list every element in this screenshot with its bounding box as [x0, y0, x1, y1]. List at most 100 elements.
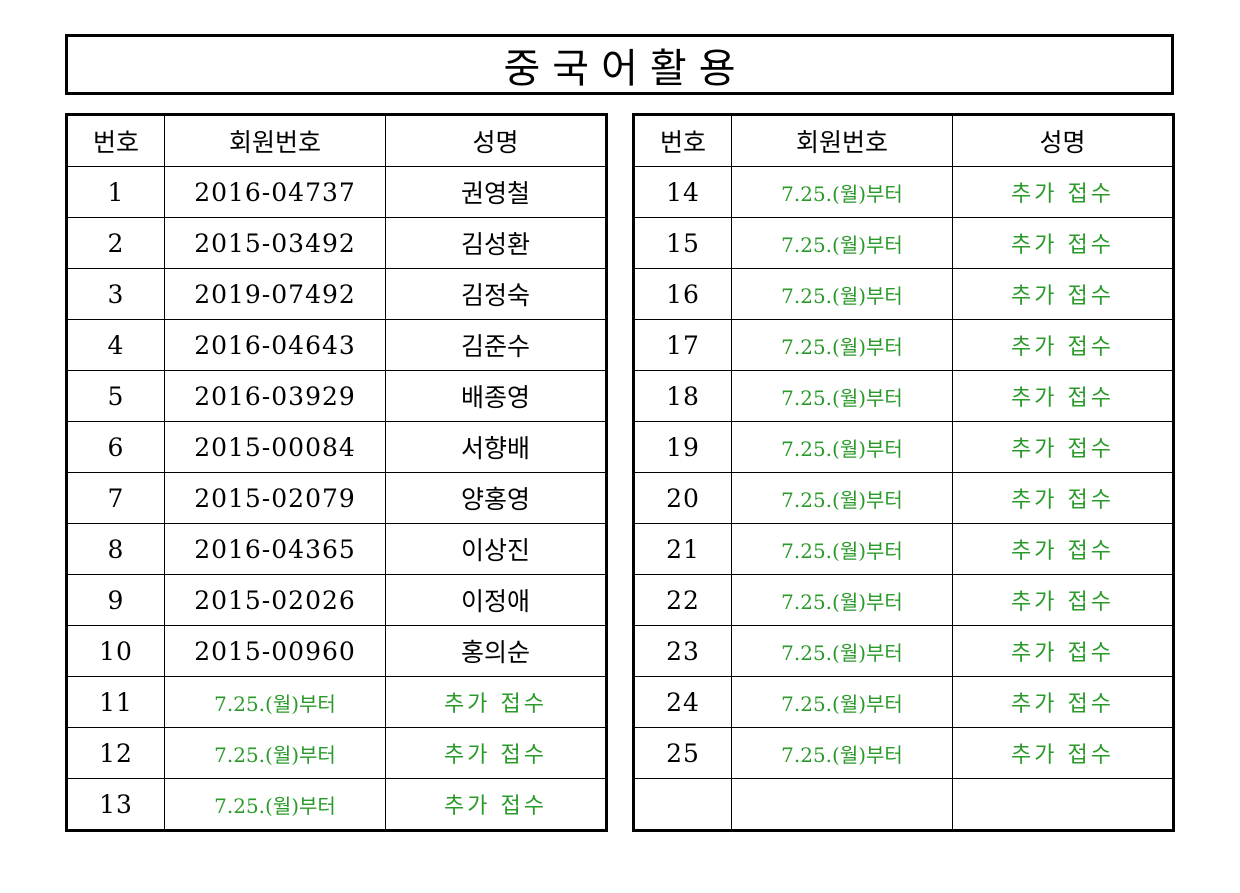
row-member-id: 7.25.(월)부터 [731, 523, 953, 575]
row-member-id: 7.25.(월)부터 [731, 217, 953, 269]
row-number: 25 [633, 727, 732, 779]
row-number: 20 [633, 472, 732, 524]
header-name: 성명 [952, 114, 1174, 167]
row-number: 3 [66, 268, 165, 320]
row-name: 추가 접수 [952, 370, 1174, 422]
header-number: 번호 [633, 114, 732, 167]
table-row: 23 7.25.(월)부터 추가 접수 [633, 625, 1174, 677]
row-number: 13 [66, 778, 165, 831]
row-number: 19 [633, 421, 732, 473]
row-name: 김정숙 [385, 268, 607, 320]
table-row: 20 7.25.(월)부터 추가 접수 [633, 472, 1174, 524]
row-member-id: 2016-04737 [164, 166, 386, 218]
row-member-id [731, 778, 953, 831]
row-number: 2 [66, 217, 165, 269]
row-member-id: 7.25.(월)부터 [731, 319, 953, 371]
header-member-id: 회원번호 [164, 114, 386, 167]
table-row: 11 7.25.(월)부터 추가 접수 [66, 676, 607, 728]
table-row: 15 7.25.(월)부터 추가 접수 [633, 217, 1174, 269]
table-row: 14 7.25.(월)부터 추가 접수 [633, 166, 1174, 218]
row-member-id: 2016-03929 [164, 370, 386, 422]
row-number: 14 [633, 166, 732, 218]
row-member-id: 2016-04643 [164, 319, 386, 371]
table-row: 18 7.25.(월)부터 추가 접수 [633, 370, 1174, 422]
row-name: 추가 접수 [385, 676, 607, 728]
row-member-id: 7.25.(월)부터 [731, 421, 953, 473]
header-row: 번호 회원번호 성명 [66, 114, 607, 167]
row-name: 추가 접수 [952, 523, 1174, 575]
table-row: 4 2016-04643 김준수 [66, 319, 607, 371]
table-row: 7 2015-02079 양홍영 [66, 472, 607, 524]
row-number: 15 [633, 217, 732, 269]
table-row: 19 7.25.(월)부터 추가 접수 [633, 421, 1174, 473]
row-member-id: 7.25.(월)부터 [731, 625, 953, 677]
table-row: 17 7.25.(월)부터 추가 접수 [633, 319, 1174, 371]
header-name: 성명 [385, 114, 607, 167]
row-number: 22 [633, 574, 732, 626]
table-row: 22 7.25.(월)부터 추가 접수 [633, 574, 1174, 626]
row-name: 추가 접수 [952, 319, 1174, 371]
page-title-box: 중국어활용 [65, 34, 1174, 95]
roster-table-right: 번호 회원번호 성명 14 7.25.(월)부터 추가 접수 15 7.25.(월)부터… [632, 113, 1175, 832]
row-name: 이상진 [385, 523, 607, 575]
row-number: 5 [66, 370, 165, 422]
row-member-id: 7.25.(월)부터 [731, 574, 953, 626]
row-name: 추가 접수 [952, 472, 1174, 524]
row-number: 4 [66, 319, 165, 371]
row-member-id: 7.25.(월)부터 [731, 268, 953, 320]
row-name: 김성환 [385, 217, 607, 269]
row-name: 추가 접수 [952, 574, 1174, 626]
table-row: 8 2016-04365 이상진 [66, 523, 607, 575]
row-number: 9 [66, 574, 165, 626]
row-name: 김준수 [385, 319, 607, 371]
row-name: 권영철 [385, 166, 607, 218]
row-name: 추가 접수 [385, 727, 607, 779]
row-member-id: 2015-02026 [164, 574, 386, 626]
row-name [952, 778, 1174, 831]
row-number: 21 [633, 523, 732, 575]
row-member-id: 2015-00084 [164, 421, 386, 473]
table-row [633, 778, 1174, 831]
row-member-id: 7.25.(월)부터 [731, 166, 953, 218]
header-member-id: 회원번호 [731, 114, 953, 167]
table-row: 12 7.25.(월)부터 추가 접수 [66, 727, 607, 779]
row-name: 추가 접수 [952, 676, 1174, 728]
row-name: 추가 접수 [952, 727, 1174, 779]
roster-table-left: 번호 회원번호 성명 1 2016-04737 권영철 2 2015-03492 김성환 3… [65, 113, 608, 832]
row-name: 추가 접수 [952, 166, 1174, 218]
row-member-id: 2016-04365 [164, 523, 386, 575]
row-name: 추가 접수 [952, 625, 1174, 677]
row-name: 추가 접수 [952, 268, 1174, 320]
row-number: 7 [66, 472, 165, 524]
table-row: 3 2019-07492 김정숙 [66, 268, 607, 320]
page-title: 중국어활용 [503, 45, 748, 92]
row-member-id: 2015-03492 [164, 217, 386, 269]
row-name: 배종영 [385, 370, 607, 422]
row-number: 10 [66, 625, 165, 677]
row-number: 23 [633, 625, 732, 677]
row-name: 추가 접수 [952, 421, 1174, 473]
table-row: 9 2015-02026 이정애 [66, 574, 607, 626]
row-member-id: 7.25.(월)부터 [164, 727, 386, 779]
row-number: 11 [66, 676, 165, 728]
row-number: 24 [633, 676, 732, 728]
table-row: 16 7.25.(월)부터 추가 접수 [633, 268, 1174, 320]
header-number: 번호 [66, 114, 165, 167]
row-number: 16 [633, 268, 732, 320]
row-member-id: 7.25.(월)부터 [731, 472, 953, 524]
table-row: 1 2016-04737 권영철 [66, 166, 607, 218]
table-row: 21 7.25.(월)부터 추가 접수 [633, 523, 1174, 575]
row-number: 6 [66, 421, 165, 473]
row-number [633, 778, 732, 831]
table-row: 13 7.25.(월)부터 추가 접수 [66, 778, 607, 831]
row-number: 18 [633, 370, 732, 422]
row-name: 추가 접수 [952, 217, 1174, 269]
row-member-id: 2015-02079 [164, 472, 386, 524]
row-name: 홍의순 [385, 625, 607, 677]
row-member-id: 7.25.(월)부터 [164, 778, 386, 831]
table-row: 10 2015-00960 홍의순 [66, 625, 607, 677]
row-member-id: 7.25.(월)부터 [731, 727, 953, 779]
table-row: 2 2015-03492 김성환 [66, 217, 607, 269]
table-row: 24 7.25.(월)부터 추가 접수 [633, 676, 1174, 728]
table-row: 5 2016-03929 배종영 [66, 370, 607, 422]
